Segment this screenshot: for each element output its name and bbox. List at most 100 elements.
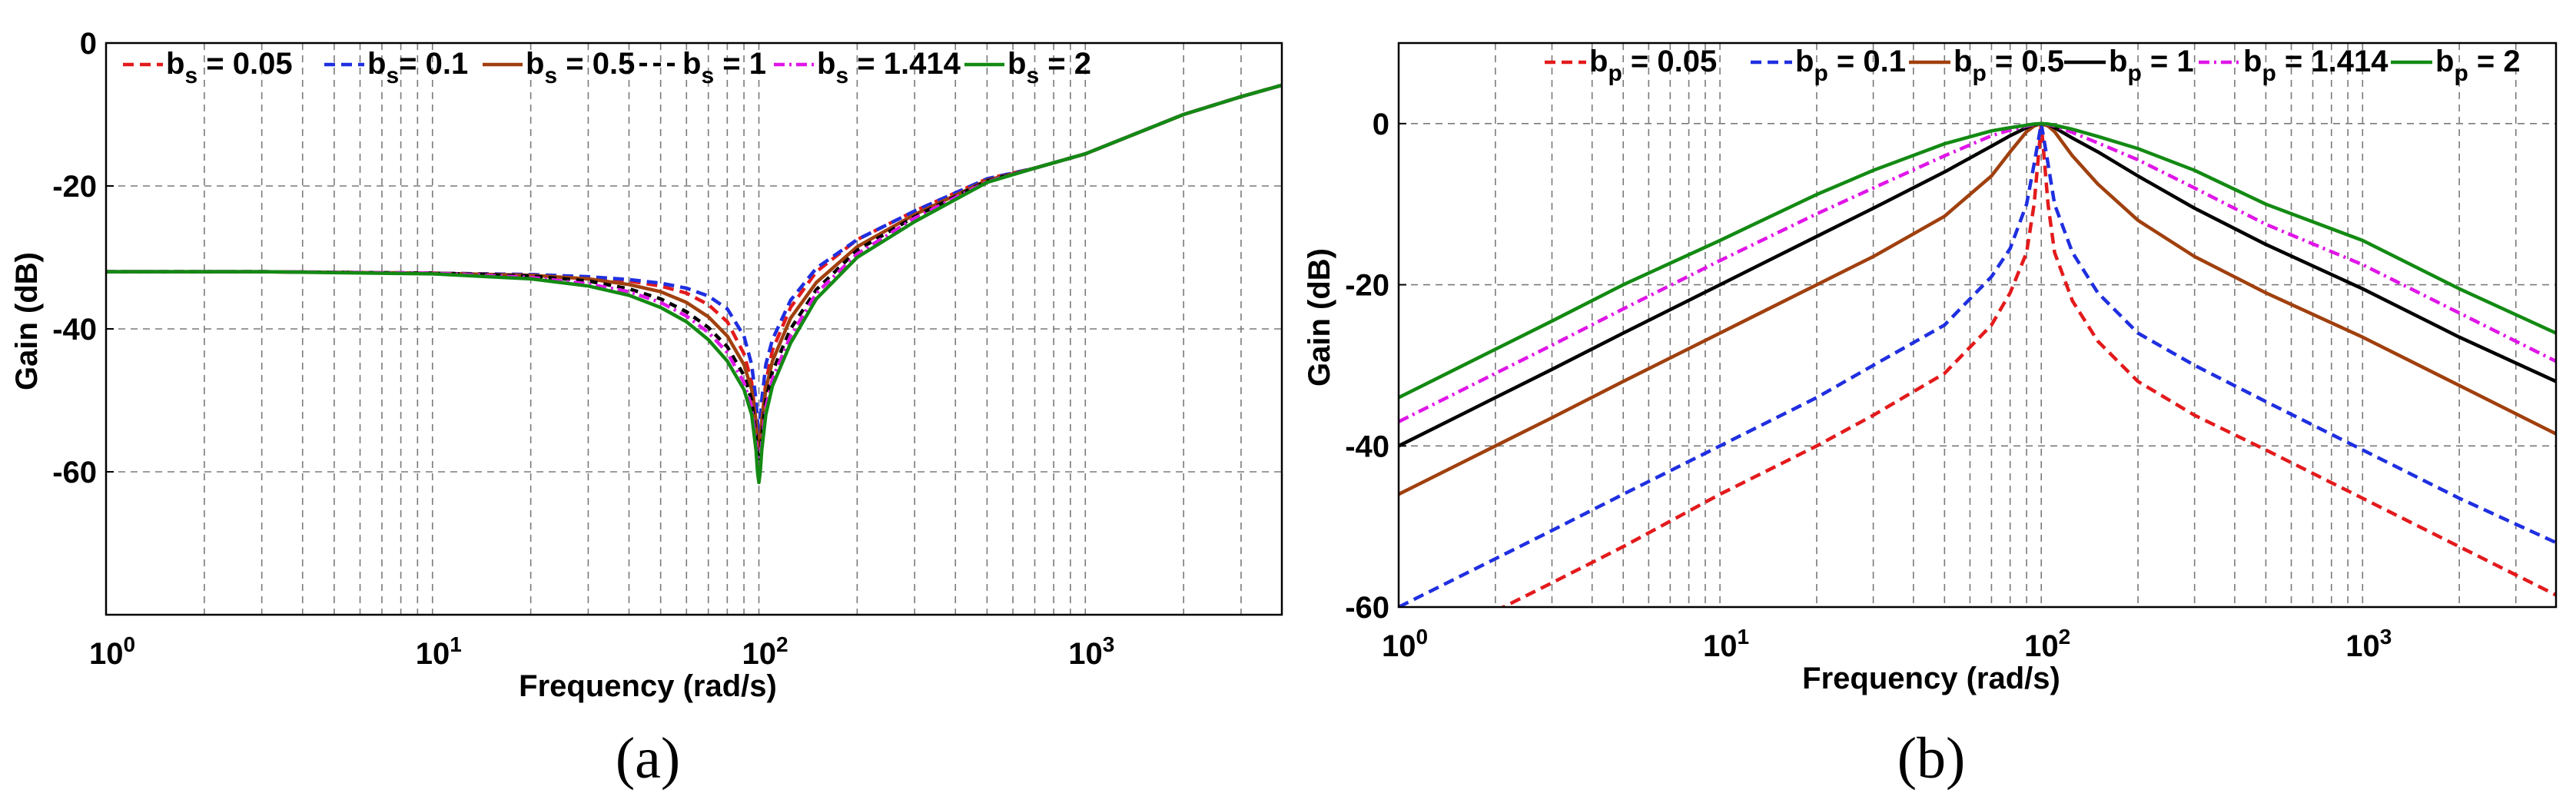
legend-subscript: p [1814,61,1827,86]
x-tick-exponent: 2 [776,632,788,656]
legend-symbol: b [2109,45,2127,78]
x-tick-base: 10 [89,637,124,671]
legend-value: = 0.5 [557,47,635,81]
legend-entry: bs = 0.05 [166,47,293,88]
y-tick-label: -20 [1345,269,1389,303]
y-tick-label: -60 [52,456,97,489]
x-tick-base: 10 [1068,637,1103,671]
legend-subscript: p [2262,61,2276,86]
legend: bs = 0.05 bs= 0.1 bs = 0.5 bs = 1 bs = 1.414… [123,47,1091,88]
x-tick-exponent: 2 [2059,625,2071,649]
x-axis-label: Frequency (rad/s) [1802,662,2060,695]
legend-symbol: b [166,47,184,81]
y-axis-label: Gain (dB) [10,252,44,390]
legend-symbol: b [1954,45,1972,78]
x-axis-label: Frequency (rad/s) [519,669,777,703]
legend-subscript: p [2127,61,2141,86]
legend-entry: bp = 1.414 [2243,45,2388,86]
legend-subscript: p [1972,61,1986,86]
series-line-6 [1399,121,2556,400]
series-line-5 [1399,121,2556,423]
x-tick-label: 100 [89,632,135,671]
legend-value: = 0.5 [1987,45,2064,78]
legend-entry: bs= 0.1 [367,47,468,88]
legend-subscript: s [544,63,557,88]
legend-value: = 1 [714,47,766,81]
legend-entry: bs = 0.5 [526,47,635,88]
plot-frame [1397,41,2558,609]
x-tick-base: 10 [416,637,450,671]
x-tick-exponent: 0 [123,632,135,656]
legend-entry: bs = 1 [682,47,766,88]
y-tick-label: 0 [80,27,97,61]
legend-entry: bs = 2 [1007,47,1091,88]
legend-subscript: p [1608,61,1622,86]
legend-entry: bp = 2 [2435,45,2521,86]
legend-symbol: b [682,47,701,81]
grid [106,43,1282,615]
x-tick-label: 103 [1068,632,1114,671]
legend-subscript: s [386,63,399,88]
legend-symbol: b [367,47,386,81]
legend-value: = 2 [1039,47,1091,81]
legend-symbol: b [526,47,544,81]
x-tick-exponent: 1 [1738,625,1750,649]
x-tick-exponent: 3 [2380,625,2392,649]
panel-label: (b) [1897,726,1966,791]
legend: bp = 0.05 bp = 0.1 bp = 0.5 bp = 1 bp = 1.41… [1545,45,2521,86]
legend-entry: bp = 0.5 [1954,45,2064,86]
legend-entry: bs = 1.414 [817,47,961,88]
legend-value: = 0.05 [198,47,292,81]
legend-symbol: b [1795,45,1814,78]
legend-value: = 0.1 [399,47,468,81]
legend-subscript: s [184,63,198,88]
x-tick-exponent: 3 [1103,632,1115,656]
x-tick-base: 10 [2024,629,2059,663]
grid [1399,43,2556,607]
series-line-2 [1399,121,2556,607]
legend-value: = 1.414 [848,47,961,81]
legend-subscript: s [701,63,714,88]
series-line-6 [106,83,1282,485]
y-tick-label: -20 [52,170,97,204]
legend-subscript: p [2454,61,2468,86]
x-tick-exponent: 1 [450,632,462,656]
panel-label: (a) [616,726,680,791]
x-tick-base: 10 [2345,629,2380,663]
series-line-2 [106,83,1282,438]
y-tick-label: -60 [1345,591,1389,625]
series-line-3 [106,83,1282,449]
x-tick-exponent: 0 [1416,625,1428,649]
x-tick-label: 102 [742,632,788,671]
series-group [106,83,1282,485]
legend-symbol: b [817,47,835,81]
x-tick-label: 100 [1382,625,1428,663]
series-line-1 [1499,121,2556,607]
series-line-5 [106,83,1282,470]
legend-symbol: b [1589,45,1608,78]
legend-symbol: b [2435,45,2454,78]
x-tick-base: 10 [742,637,776,671]
x-tick-base: 10 [1382,629,1416,663]
legend-symbol: b [2243,45,2262,78]
legend-value: = 2 [2468,45,2521,78]
legend-value: = 1 [2142,45,2194,78]
legend-subscript: s [835,63,848,88]
legend-value: = 0.05 [1622,45,1717,78]
y-axis-label: Gain (dB) [1303,248,1336,387]
x-tick-label: 101 [1703,625,1749,663]
x-tick-label: 103 [2345,625,2392,663]
legend-entry: bp = 0.05 [1589,45,1717,86]
legend-subscript: s [1026,63,1039,88]
series-group [1399,121,2556,607]
legend-symbol: b [1007,47,1026,81]
series-line-1 [106,83,1282,446]
x-tick-label: 101 [416,632,462,671]
legend-value: = 0.1 [1828,45,1906,78]
y-tick-label: -40 [52,313,97,347]
legend-entry: bp = 1 [2109,45,2194,86]
legend-value: = 1.414 [2276,45,2388,78]
